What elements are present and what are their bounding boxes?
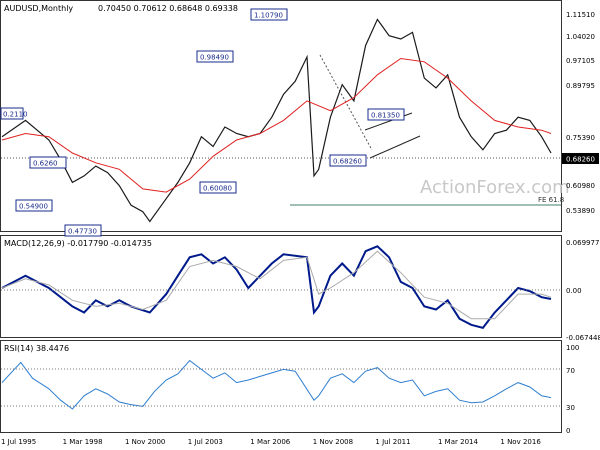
price-series-group	[1, 18, 552, 223]
annot-box	[64, 224, 102, 237]
macd-ytick: -0.067448	[566, 334, 600, 342]
macd-ytick: 0.00	[566, 287, 582, 295]
annot-box	[250, 8, 288, 21]
x-tick-label: 1 Jul 1995	[1, 438, 36, 446]
annot-recent-high: 0.81350	[371, 112, 400, 120]
price-ytick: 0.60980	[566, 182, 595, 190]
annot-1997-level: 0.6260	[33, 160, 58, 168]
annot-1998-low: 0.54900	[19, 203, 48, 211]
x-tick-label: 1 Mar 2014	[438, 438, 478, 446]
price-ohlc: 0.70450 0.70612 0.68648 0.69338	[98, 4, 238, 13]
rsi-panel-frame	[0, 340, 562, 433]
annot-box	[367, 108, 405, 121]
price-ma-line	[1, 57, 552, 193]
rsi-rsi-line	[1, 359, 552, 410]
macd-y-ticks: 0.069977 0.00 -0.067448	[566, 239, 600, 342]
macd-panel-frame	[0, 235, 562, 338]
price-ytick: 0.97105	[566, 57, 595, 65]
macd-series-group	[1, 245, 552, 330]
rsi-y-ticks: 100 70 30 0	[566, 344, 579, 435]
macd-signal-line	[1, 250, 552, 320]
annot-box	[199, 181, 237, 194]
annot-box	[329, 154, 367, 167]
price-annotations: 1.10790 0.98490 0.81350 0.68260 0.60080 …	[0, 8, 405, 237]
annot-box	[0, 107, 24, 120]
rsi-ytick: 100	[566, 344, 579, 352]
x-tick-label: 1 Nov 2016	[500, 438, 541, 446]
rsi-ytick: 30	[566, 404, 575, 412]
macd-macd-line	[1, 245, 552, 330]
x-axis-labels: 1 Jul 1995 1 Mar 1998 1 Nov 2000 1 Jul 2003…	[1, 438, 541, 446]
annot-2001-low: 0.47730	[68, 228, 97, 236]
price-ytick: 1.11510	[566, 11, 595, 19]
x-tick-label: 1 Mar 2006	[250, 438, 290, 446]
rsi-ytick: 0	[566, 427, 570, 435]
annot-box	[29, 156, 67, 169]
price-price-line	[1, 18, 552, 223]
x-tick-label: 1 Jul 2003	[188, 438, 223, 446]
price-title: AUDUSD,Monthly	[4, 4, 73, 13]
price-ytick: 0.75390	[566, 134, 595, 142]
current-price-tag	[562, 153, 599, 164]
price-ytick: 0.89795	[566, 82, 595, 90]
x-tick-label: 1 Mar 1998	[63, 438, 103, 446]
current-price-label: 0.68260	[566, 156, 595, 164]
annot-2008-high: 0.98490	[200, 54, 229, 62]
channel-lower-line	[369, 135, 421, 159]
annot-high: 1.10790	[254, 12, 283, 20]
rsi-series-group	[1, 359, 552, 410]
annot-box	[196, 50, 234, 63]
x-tick-label: 1 Nov 2008	[313, 438, 353, 446]
annot-recent-low: 0.68260	[333, 158, 362, 166]
watermark: ActionForex.com	[420, 177, 570, 198]
x-tick-label: 1 Jul 2011	[375, 438, 410, 446]
macd-title: MACD(12,26,9) -0.017790 -0.014735	[4, 239, 152, 248]
price-ytick: 1.04020	[566, 33, 595, 41]
price-y-ticks: 1.11510 1.04020 0.97105 0.89795 0.75390 …	[566, 11, 595, 215]
macd-ytick: 0.069977	[566, 239, 599, 247]
rsi-title: RSI(14) 38.4476	[4, 344, 69, 353]
fib-label: FE 61.8	[538, 196, 564, 204]
annot-box	[15, 199, 53, 212]
price-ytick: 0.53890	[566, 207, 595, 215]
annot-1996-high: 0.2110	[3, 111, 28, 119]
annot-2008-low: 0.60080	[203, 185, 232, 193]
rsi-ytick: 70	[566, 367, 575, 375]
x-tick-label: 1 Nov 2000	[125, 438, 165, 446]
